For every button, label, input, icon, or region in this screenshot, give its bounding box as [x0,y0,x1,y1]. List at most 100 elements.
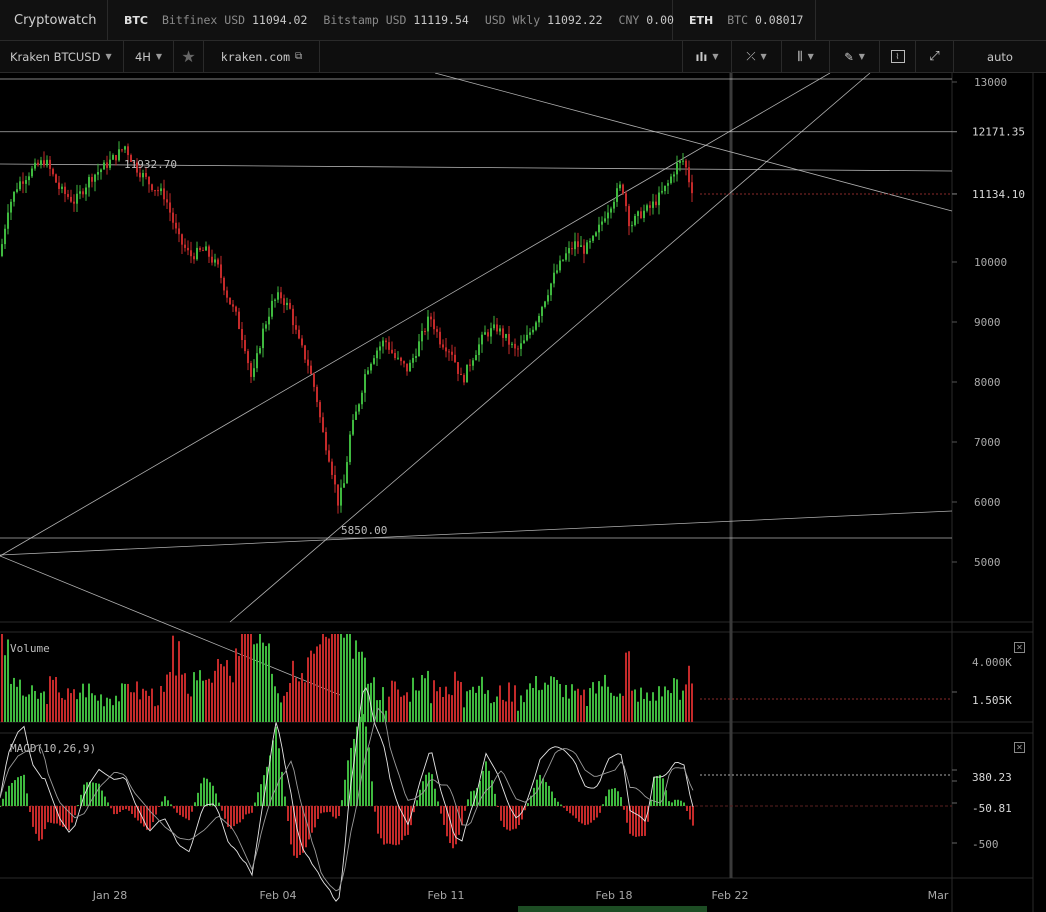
volume-bar [250,634,252,722]
candle-body [94,174,96,182]
candle-body [346,462,348,484]
ticker-item[interactable]: USD Wkly 11092.22 [484,13,603,27]
macd-histogram-bar [173,806,175,809]
ticker-coin-btc[interactable]: BTC [124,13,148,27]
time-range-scrollbar[interactable] [518,906,707,912]
candle-body [625,193,627,207]
scale-label: auto [987,49,1013,64]
macd-histogram-bar [356,726,358,806]
indicators-button[interactable]: ⫼ ▼ [782,41,830,72]
volume-bar [511,701,513,722]
candle-body [289,302,291,309]
macd-histogram-bar [44,806,46,830]
date-tick-label: Feb 11 [428,889,465,902]
macd-histogram-bar [650,799,652,806]
candle-body [202,250,204,252]
volume-bar [673,678,675,722]
volume-bar [373,677,375,722]
ticker-group-eth[interactable]: ETH BTC 0.08017 [673,0,816,40]
candle-body [352,419,354,435]
ticker-coin-eth[interactable]: ETH [689,13,714,27]
candle-body [670,176,672,184]
volume-bar [61,698,63,722]
volume-bar [664,686,666,722]
close-macd-icon[interactable]: ✕ [1014,742,1025,753]
period-selector[interactable]: 4H ▼ [124,41,174,72]
candle-body [208,246,210,257]
volume-bar [151,688,153,722]
volume-bar [313,653,315,722]
close-volume-icon[interactable]: ✕ [1014,642,1025,653]
last-price-label: 11134.10 [972,188,1025,201]
bars-icon: ⫼ [797,49,803,63]
volume-bar [610,692,612,722]
volume-bar [631,690,633,722]
macd-histogram-bar [56,806,58,824]
macd-histogram-bar [491,780,493,806]
macd-histogram-bar [248,806,250,814]
candle-body [52,168,54,175]
macd-histogram-bar [689,806,691,820]
volume-bar [583,689,585,722]
macd-histogram-bar [686,806,688,812]
crosshair-button[interactable]: ⤫ ▼ [732,41,782,72]
volume-bar [340,634,342,722]
volume-bar [424,678,426,722]
volume-bar [562,697,564,722]
volume-bar [568,698,570,722]
ticker-item[interactable]: Bitfinex USD 11094.02 [161,13,308,27]
candle-body [277,292,279,300]
candle-body [172,212,174,223]
candle-body [325,432,327,451]
ticker-group-btc[interactable]: BTC Bitfinex USD 11094.02 Bitstamp USD 1… [108,0,674,40]
candle-body [304,345,306,360]
exchange-link[interactable]: kraken.com ⧉ [204,41,320,72]
volume-bar [268,643,270,722]
volume-bar [307,657,309,722]
candle-body [511,343,513,345]
candle-body [73,201,75,204]
volume-bar [193,672,195,722]
macd-histogram-bar [533,787,535,806]
volume-bar [574,690,576,722]
macd-histogram-bar [71,806,73,823]
volume-bar [370,682,372,722]
volume-bar [292,660,294,722]
macd-histogram-bar [122,806,124,810]
star-icon[interactable]: ★ [174,41,204,72]
volume-bar [415,690,417,722]
scale-mode[interactable]: auto [954,41,1046,72]
macd-histogram-bar [161,801,163,806]
market-selector[interactable]: Kraken BTCUSD ▼ [0,41,124,72]
ticker-item[interactable]: BTC 0.08017 [727,13,804,27]
macd-histogram-bar [524,806,526,811]
price-chart[interactable]: Volume 4.000K 1.505K MACD(10,26,9) 380.23 -5… [0,73,1046,912]
volume-bar [136,681,138,722]
macd-histogram-bar [98,783,100,806]
macd-histogram-bar [419,789,421,806]
ticker-item[interactable]: CNY 0.00 [618,13,674,27]
macd-histogram-bar [473,790,475,806]
app-title[interactable]: Cryptowatch [0,0,108,40]
candle-body [436,329,438,332]
volume-bar [328,638,330,722]
candle-body [424,330,426,332]
volume-bar [490,703,492,722]
drawing-tools-button[interactable]: ✎ ▼ [830,41,880,72]
volume-bar [616,696,618,722]
volume-bar [430,703,432,722]
macd-histogram-bar [599,806,601,813]
candles-type-button[interactable]: ılı ▼ [682,41,732,72]
volume-bar [238,655,240,722]
volume-bar [466,691,468,722]
chart-settings-button[interactable]: ⌇ [880,41,916,72]
fullscreen-button[interactable]: ⤢ [916,41,954,72]
candle-body [328,450,330,462]
macd-histogram-bar [47,806,49,823]
candle-body [4,228,6,245]
candle-body [604,218,606,222]
ticker-item[interactable]: Bitstamp USD 11119.54 [323,13,469,27]
volume-bar [304,682,306,722]
candle-body [430,316,432,320]
volume-bar [82,683,84,722]
